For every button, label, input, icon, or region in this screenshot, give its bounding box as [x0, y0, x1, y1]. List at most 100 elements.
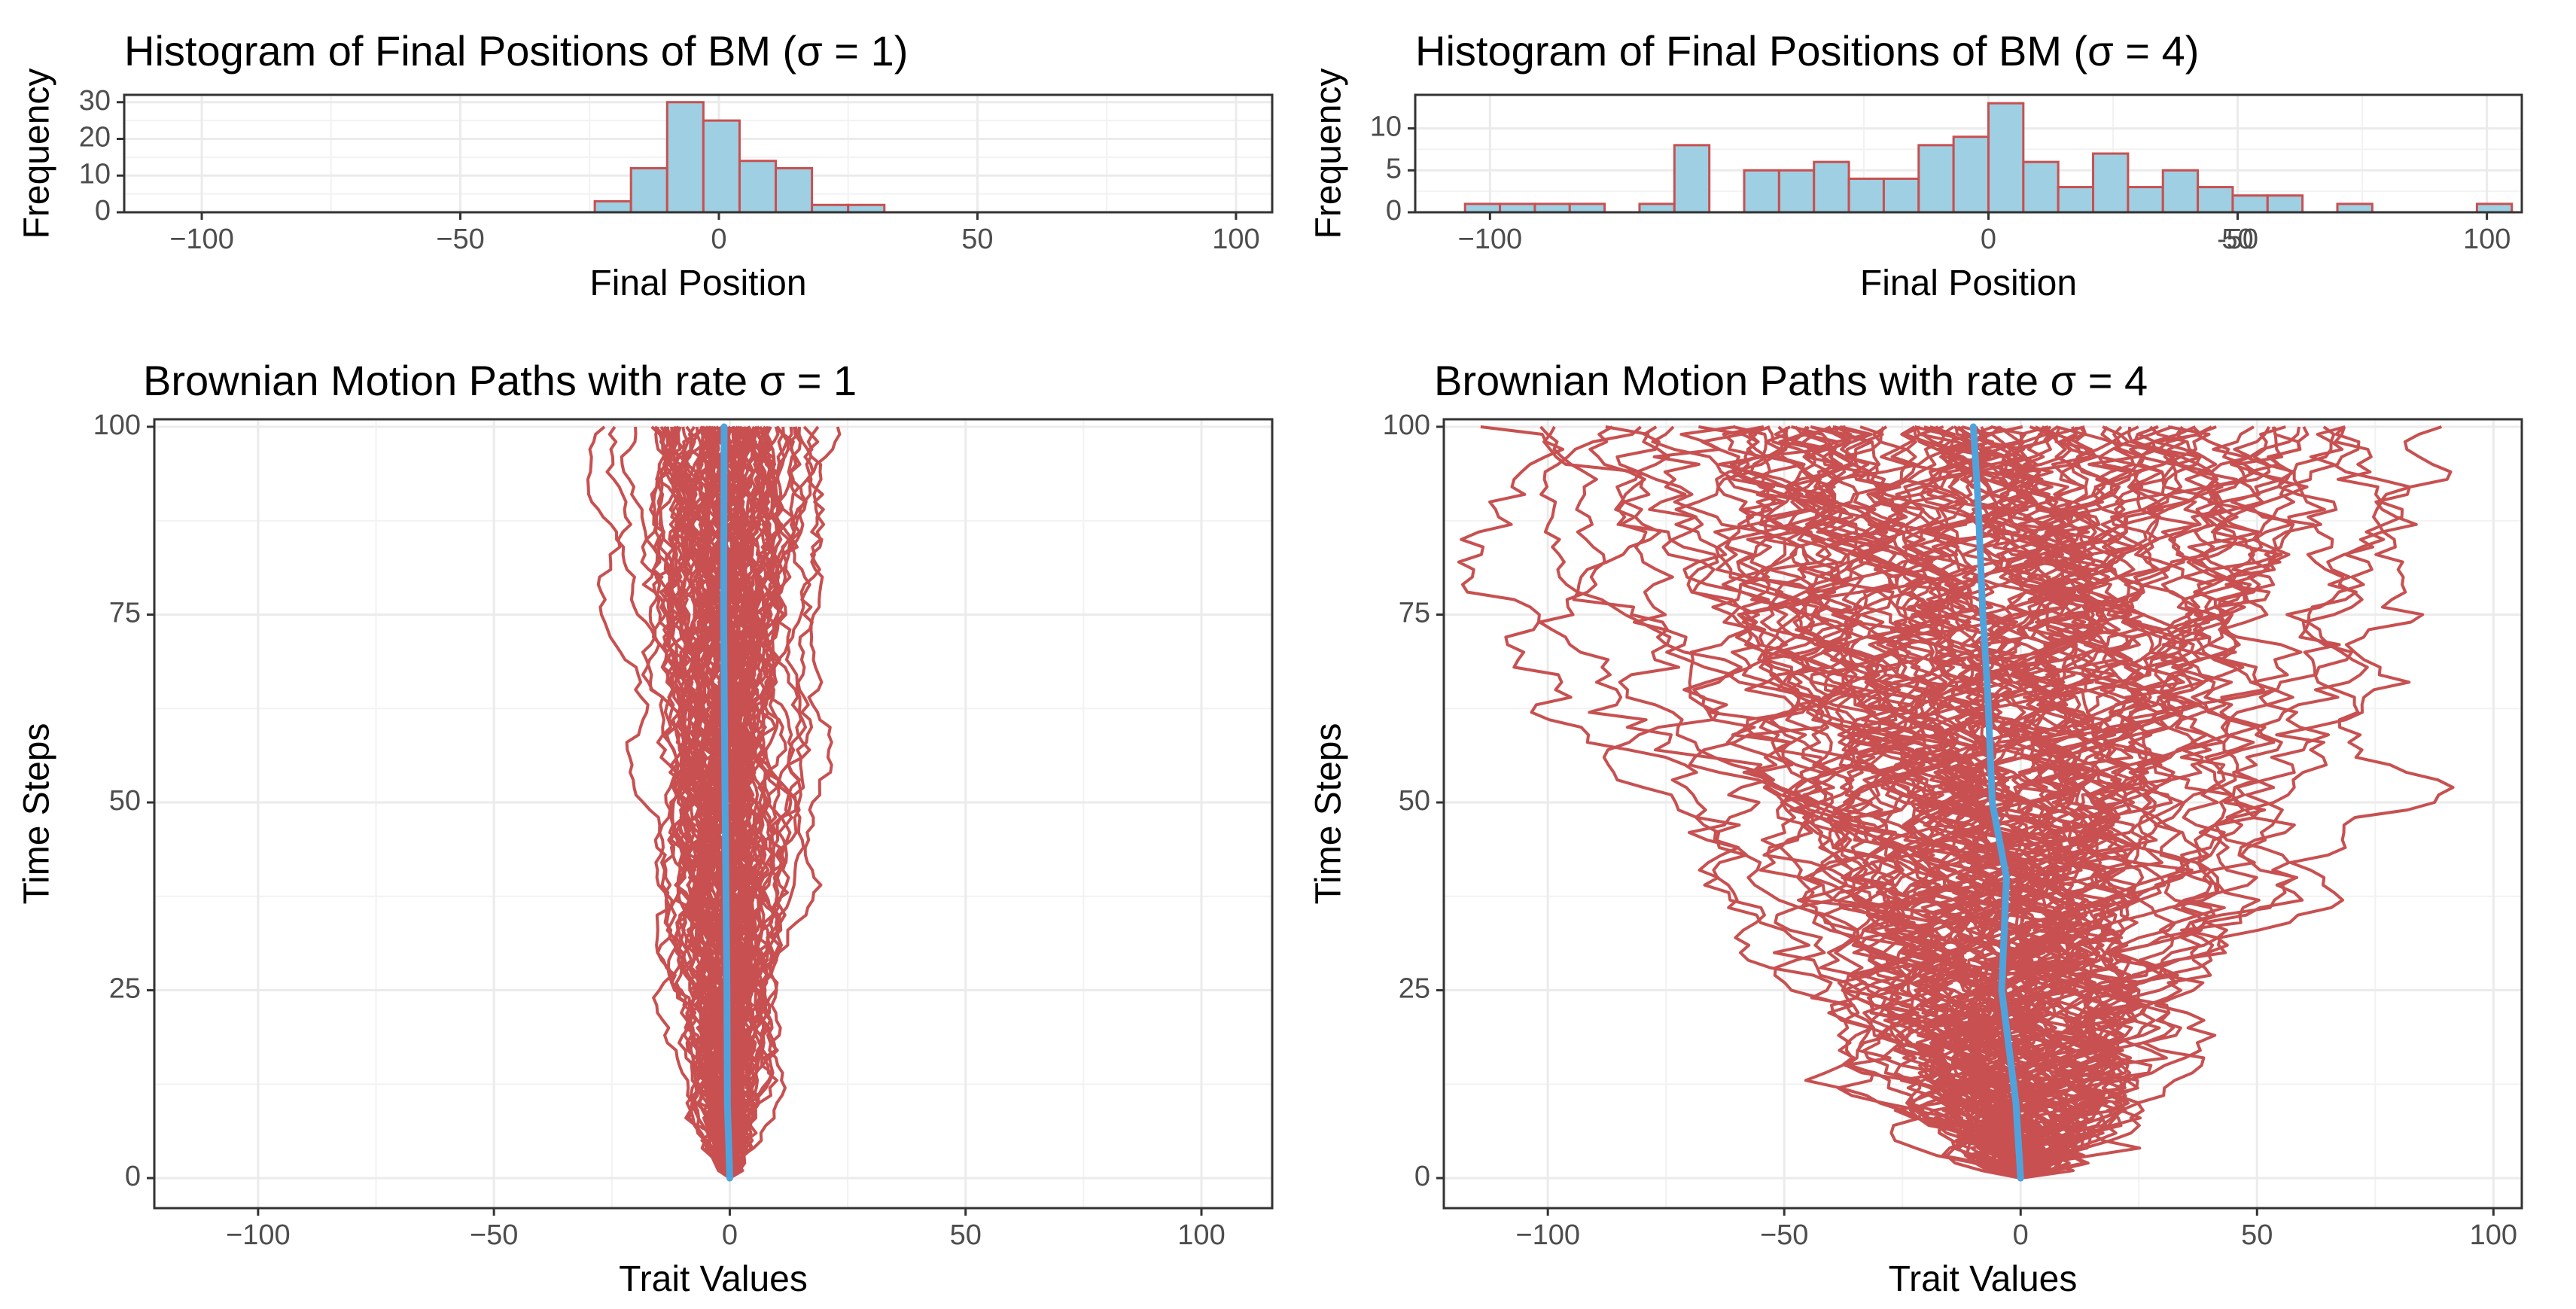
bm-path [1674, 425, 2040, 1180]
x-tick-label: 0 [722, 1219, 738, 1251]
histogram-bar [1813, 160, 1850, 212]
bm-path [1929, 426, 2111, 1180]
bm-path [1990, 425, 2216, 1180]
x-tick-label: 50 [2221, 224, 2253, 255]
x-tick-label: −100 [226, 1219, 291, 1251]
x-tick-label: −100 [169, 224, 234, 255]
histogram-bar [1777, 169, 1816, 212]
bm-path [655, 425, 736, 1179]
x-tick-label: 50 [961, 224, 993, 255]
bm-path [1999, 425, 2283, 1179]
y-tick-label: 10 [79, 158, 111, 190]
bm-path [706, 425, 765, 1179]
paths-s1-panel: Brownian Motion Paths with rate σ = 1 −10… [17, 357, 1274, 1299]
x-tick-label: −100 [1515, 1219, 1580, 1251]
bm-path [658, 426, 766, 1180]
hist-s4-y-axis-title: Frequency [1309, 68, 1349, 239]
y-tick-label: 30 [79, 85, 111, 117]
histogram-bar [2266, 194, 2304, 212]
x-tick-label: 100 [2470, 1219, 2517, 1251]
x-tick-label: 50 [2241, 1219, 2273, 1251]
histogram-bar [1743, 169, 1780, 212]
histogram-bar [702, 119, 741, 212]
x-tick-label: 50 [950, 1219, 982, 1251]
hist-s1-panel: Histogram of Final Positions of BM (σ = … [17, 27, 1274, 303]
y-tick-label: 100 [1383, 409, 1430, 441]
hist-s1-marks [593, 101, 886, 212]
hist-s4-x-axis-title: Final Position [1860, 263, 2077, 303]
histogram-bar [2022, 160, 2060, 212]
bm-path [1909, 426, 2284, 1180]
paths-s4-border [1442, 418, 2523, 1210]
histogram-bar [1987, 102, 2025, 212]
bm-path [728, 425, 795, 1180]
paths-s4-y-axis-title: Time Steps [1309, 723, 1349, 905]
bm-path [1990, 425, 2291, 1180]
paths-s4-title: Brownian Motion Paths with rate σ = 4 [1434, 357, 2148, 404]
hist-s1-border [123, 93, 1274, 214]
histogram-bar [1463, 202, 1502, 212]
bm-path [696, 425, 735, 1179]
y-tick-label: 100 [93, 409, 141, 441]
bm-path [1810, 425, 2036, 1180]
histogram-bar [1673, 144, 1711, 212]
y-tick-label: 25 [1399, 973, 1430, 1005]
y-tick-label: 20 [79, 122, 111, 154]
y-tick-label: 0 [1414, 1161, 1430, 1192]
histogram-bar [2161, 169, 2200, 212]
bm-path [654, 426, 760, 1180]
paths-s1-border [153, 418, 1274, 1210]
x-tick-label: 100 [1177, 1219, 1225, 1251]
bm-path [641, 425, 735, 1179]
hist-s1-title: Histogram of Final Positions of BM (σ = … [124, 27, 908, 75]
histogram-bar [738, 160, 778, 212]
bm-path [668, 425, 733, 1179]
histogram-bar [629, 167, 668, 212]
x-tick-label: −50 [436, 224, 484, 255]
mean-path [720, 423, 733, 1182]
bm-path [1615, 425, 2035, 1180]
histogram-bar [1568, 202, 1606, 212]
x-tick-label: −50 [1760, 1219, 1808, 1251]
y-tick-label: 50 [1399, 785, 1430, 817]
hist-s4-border [1414, 93, 2523, 214]
y-tick-label: 5 [1386, 153, 1402, 184]
bm-path [1830, 425, 2361, 1179]
histogram-bar [1917, 144, 1955, 212]
histogram-bar [2336, 202, 2374, 212]
hist-s4-panel: Histogram of Final Positions of BM (σ = … [1309, 27, 2523, 303]
y-tick-label: 0 [1386, 195, 1402, 227]
bm-path [1572, 425, 2037, 1180]
histogram-bar [2057, 186, 2095, 212]
y-tick-label: 0 [95, 195, 111, 227]
paths-s4-marks [1457, 423, 2455, 1182]
y-tick-label: 0 [125, 1161, 141, 1192]
paths-s1-marks [586, 423, 842, 1182]
histogram-bar [1533, 202, 1571, 212]
paths-s4-x-axis-title: Trait Values [1889, 1259, 2078, 1299]
x-tick-label: 0 [711, 224, 726, 255]
hist-s4-marks [1463, 102, 2514, 212]
x-tick-label: -50 [2217, 224, 2258, 255]
histogram-bar [1638, 202, 1676, 212]
histogram-bar [593, 199, 632, 212]
histogram-bar [2092, 152, 2130, 212]
histogram-bar [2127, 186, 2164, 212]
histogram-bar [2197, 186, 2234, 212]
y-tick-label: 75 [1399, 598, 1430, 629]
hist-s1-x-axis-title: Final Position [589, 263, 806, 303]
hist-s4-title: Histogram of Final Positions of BM (σ = … [1415, 27, 2199, 75]
x-tick-label: −50 [470, 1219, 518, 1251]
histogram-bar [1952, 135, 1990, 212]
bm-path [1983, 425, 2224, 1180]
bm-path [1938, 425, 2193, 1180]
histogram-bar [2231, 194, 2269, 212]
histogram-bar [1882, 177, 1920, 212]
histogram-bar [1847, 177, 1885, 212]
bm-path [2011, 426, 2261, 1180]
hist-s1-y-axis-title: Frequency [17, 68, 57, 239]
paths-s1-y-axis-title: Time Steps [17, 723, 57, 905]
histogram-bar [2475, 202, 2514, 212]
bm-path [1729, 425, 2022, 1180]
